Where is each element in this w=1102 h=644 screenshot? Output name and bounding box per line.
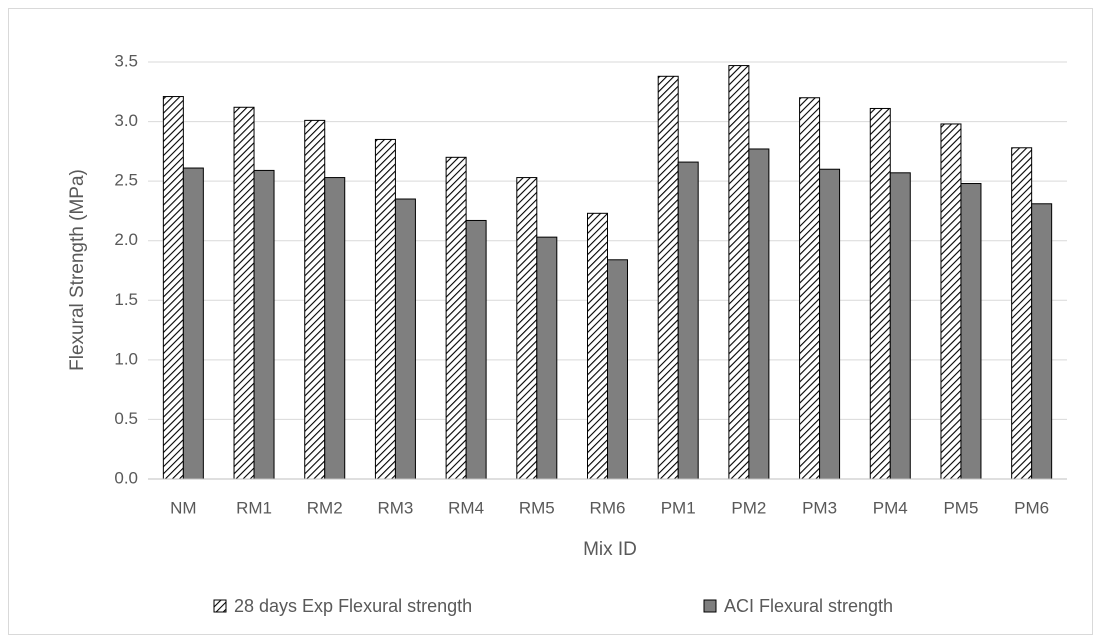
x-tick-label: RM3 <box>377 498 413 517</box>
x-tick-label: PM2 <box>731 498 766 517</box>
bar-exp-rm4 <box>445 156 467 480</box>
x-tick-label: RM2 <box>307 498 343 517</box>
y-tick-label: 1.0 <box>114 349 138 368</box>
bar-exp-rm2 <box>304 119 326 480</box>
legend-swatch-solid <box>703 599 717 613</box>
legend-item-aci: ACI Flexural strength <box>703 596 893 616</box>
bar-aci-pm1 <box>677 161 699 480</box>
bar-exp-rm1 <box>233 106 255 480</box>
y-tick-labels: 0.0 0.5 1.0 1.5 2.0 2.5 3.0 3.5 <box>114 51 138 487</box>
x-tick-labels: NM RM1 RM2 RM3 RM4 RM5 RM6 PM1 PM2 PM3 PM4 PM5 PM6 <box>170 498 1049 517</box>
bar-aci-rm1 <box>253 169 275 480</box>
bar-exp-rm5 <box>516 177 538 480</box>
y-tick-label: 1.5 <box>114 290 138 309</box>
bar-aci-rm3 <box>394 198 416 480</box>
bar-aci-pm4 <box>889 172 911 480</box>
x-tick-label: RM4 <box>448 498 484 517</box>
x-tick-label: PM3 <box>802 498 837 517</box>
x-tick-label: RM1 <box>236 498 272 517</box>
x-tick-label: RM6 <box>590 498 626 517</box>
bar-exp-pm3 <box>799 97 821 480</box>
x-tick-label: RM5 <box>519 498 555 517</box>
bar-exp-nm <box>162 96 184 480</box>
bar-exp-rm6 <box>587 212 608 480</box>
bar-aci-pm3 <box>819 168 841 480</box>
bar-exp-pm2 <box>728 65 750 480</box>
bar-exp-pm5 <box>940 123 962 480</box>
y-tick-label: 3.5 <box>114 51 138 70</box>
x-tick-label: PM5 <box>943 498 978 517</box>
y-tick-label: 0.0 <box>114 468 138 487</box>
x-tick-label: PM1 <box>661 498 696 517</box>
y-tick-label: 3.0 <box>114 111 138 130</box>
bar-aci-pm6 <box>1031 203 1053 480</box>
legend-label-exp: 28 days Exp Flexural strength <box>234 596 472 616</box>
x-tick-label: NM <box>170 498 196 517</box>
legend-swatch-hatched <box>213 599 227 613</box>
legend: 28 days Exp Flexural strength ACI Flexur… <box>213 596 893 616</box>
bar-exp-pm4 <box>869 107 891 480</box>
bar-aci-rm6 <box>607 259 628 480</box>
gridlines <box>148 61 1067 420</box>
x-axis-title: Mix ID <box>583 539 637 560</box>
bars <box>162 65 1053 480</box>
bar-aci-rm4 <box>465 219 487 480</box>
legend-label-aci: ACI Flexural strength <box>724 596 893 616</box>
x-tick-label: PM6 <box>1014 498 1049 517</box>
y-tick-label: 0.5 <box>114 409 138 428</box>
bar-aci-rm5 <box>536 236 558 480</box>
bar-aci-pm5 <box>960 183 982 480</box>
legend-item-exp: 28 days Exp Flexural strength <box>213 596 472 616</box>
bar-exp-pm1 <box>657 75 679 480</box>
x-tick-label: PM4 <box>873 498 908 517</box>
bar-aci-rm2 <box>324 177 346 480</box>
bar-exp-rm3 <box>374 138 396 480</box>
bar-aci-nm <box>182 167 204 480</box>
y-tick-label: 2.5 <box>114 171 138 190</box>
y-axis-title: Flexural Strength (MPa) <box>67 169 88 371</box>
bar-exp-pm6 <box>1011 147 1033 480</box>
bar-aci-pm2 <box>748 148 770 480</box>
y-tick-label: 2.0 <box>114 230 138 249</box>
